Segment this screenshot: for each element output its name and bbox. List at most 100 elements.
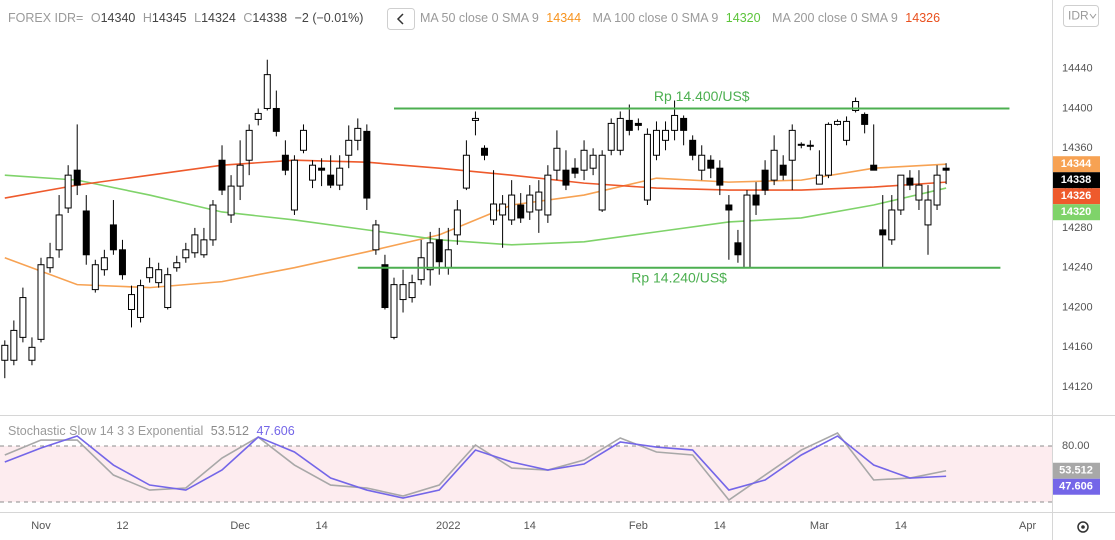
candle-body	[55, 214, 63, 251]
candle-body	[861, 113, 869, 125]
candle-body	[797, 143, 805, 146]
candle-body	[843, 120, 851, 141]
pane: 80.00 Nov 12 Dec 14 2022 14 Feb 14 Mar 14 Apr 53.512…	[0, 432, 1100, 532]
price-label-box	[1053, 462, 1100, 479]
candle-body	[806, 144, 814, 147]
price-label: 47.606	[1059, 481, 1093, 493]
ma-value: 14344	[546, 11, 581, 25]
candle-body	[182, 249, 190, 259]
gear-hub[interactable]	[1081, 525, 1085, 529]
candle-body	[634, 122, 642, 126]
candle-body	[354, 127, 362, 141]
ma-name: MA 200 close 0 SMA 9	[772, 11, 898, 25]
candle-body	[245, 129, 253, 161]
x-tick-label: Feb	[629, 520, 648, 532]
collapse-button[interactable]	[387, 8, 415, 30]
candle-body	[1, 344, 9, 361]
price-label: 14326	[1061, 190, 1092, 202]
low-value: 14324	[201, 11, 236, 25]
ma-value: 14326	[905, 11, 940, 25]
high-value: 14345	[152, 11, 187, 25]
candle-body	[652, 129, 660, 156]
candle-body	[725, 204, 733, 211]
candle-body	[155, 269, 163, 284]
x-tick-label: Nov	[31, 520, 51, 532]
button-frame[interactable]	[1063, 5, 1099, 27]
series-line	[4, 432, 947, 502]
currency-button[interactable]: IDR	[1063, 5, 1099, 27]
caret-icon[interactable]	[1089, 13, 1097, 19]
candle-body	[200, 239, 208, 256]
candle-body	[680, 117, 688, 131]
candle-body	[100, 257, 108, 271]
candle-body	[19, 297, 27, 338]
candle-body	[137, 285, 145, 318]
x-tick-label: Apr	[1019, 520, 1036, 532]
open-value: 14340	[101, 11, 136, 25]
stoch-legend: Stochastic Slow 14 3 3 Exponential 53.51…	[8, 424, 295, 438]
annotation-label: Rp 14.400/US$	[654, 88, 750, 104]
candle-body	[146, 267, 154, 279]
price-label-box	[1053, 204, 1100, 221]
candle-body	[336, 167, 344, 186]
y-tick-label: 14280	[1062, 222, 1093, 234]
y-tick-label: 80.00	[1062, 440, 1090, 452]
y-tick-label: 14440	[1062, 63, 1093, 75]
price-label: 14320	[1061, 206, 1092, 218]
plot-layer: 14120 14160 14200 14240 14280 14320 14360 14400…	[0, 59, 1100, 532]
settings-button[interactable]	[1077, 521, 1089, 533]
candle-body	[290, 159, 298, 211]
series-line	[4, 159, 947, 199]
candle-body	[517, 204, 525, 219]
candle-body	[707, 159, 715, 169]
candle-body	[91, 264, 99, 291]
button-frame[interactable]	[387, 8, 415, 30]
candle-body	[598, 154, 606, 211]
candle-body	[571, 167, 579, 174]
candle-body	[870, 164, 878, 171]
currency-label[interactable]: IDR	[1068, 9, 1089, 23]
candle-body	[82, 210, 90, 256]
legend-header: FOREX IDR= O14340 H14345 L14324 C14338 −…	[8, 11, 363, 25]
candle-body	[553, 147, 561, 171]
gear-icon[interactable]	[1077, 521, 1089, 533]
price-label: 53.512	[1059, 465, 1093, 477]
candle-body	[318, 167, 326, 171]
candle-body	[698, 154, 706, 171]
candle-body	[309, 164, 317, 181]
candle-body	[10, 329, 18, 361]
candle-body	[64, 174, 72, 209]
indicator-value: 53.512	[211, 424, 249, 438]
candle-body	[109, 224, 117, 251]
pane: 14120 14160 14200 14240 14280 14320 14360 14400…	[1, 59, 1100, 393]
ma-name: MA 50 close 0 SMA 9	[420, 11, 539, 25]
candle-body	[824, 123, 832, 176]
level-band	[0, 446, 1052, 503]
x-tick-label: 2022	[436, 520, 460, 532]
ma-value: 14320	[726, 11, 761, 25]
y-tick-label: 14200	[1062, 301, 1093, 313]
candle-body	[526, 194, 534, 213]
candle-body	[716, 167, 724, 186]
candle-body	[128, 294, 136, 311]
symbol: FOREX IDR=	[8, 11, 83, 25]
candle-body	[408, 282, 416, 299]
candle-body	[444, 249, 452, 269]
candle-body	[915, 184, 923, 201]
candle-body	[616, 117, 624, 151]
candle-body	[435, 239, 443, 263]
candle-body	[481, 147, 489, 156]
candle-body	[942, 167, 950, 171]
candle-body	[761, 169, 769, 191]
candle-body	[173, 262, 181, 269]
candle-body	[689, 139, 697, 156]
candle-body	[426, 242, 434, 271]
chevron-icon[interactable]	[396, 13, 404, 25]
x-tick-label: Dec	[230, 520, 250, 532]
y-tick-label: 14360	[1062, 142, 1093, 154]
candle-body	[879, 229, 887, 236]
candle-body	[671, 114, 679, 131]
indicator-name: Stochastic Slow 14 3 3 Exponential	[8, 424, 203, 438]
candle-body	[933, 174, 941, 206]
